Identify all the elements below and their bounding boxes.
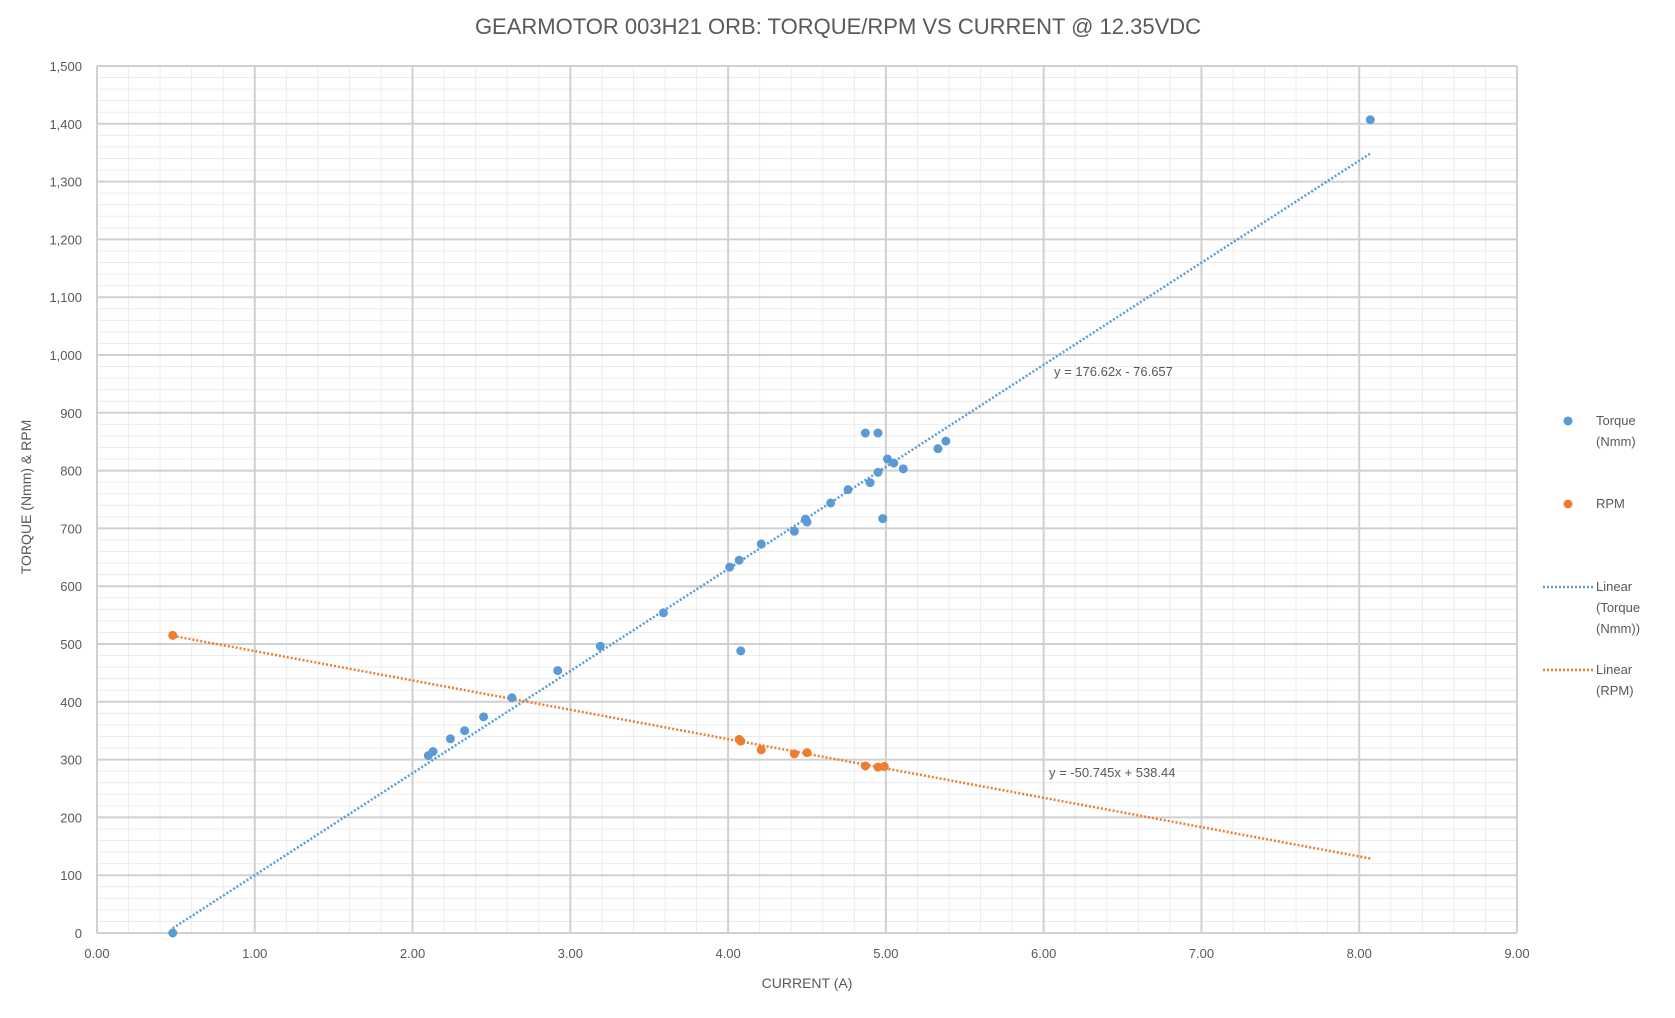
x-tick-label: 7.00 [1189,946,1214,961]
torque-point [725,562,735,572]
torque-point [736,646,746,656]
torque-point [595,641,605,651]
torque-point [843,485,853,495]
x-axis-title: CURRENT (A) [762,975,853,991]
rpm-point [802,748,812,758]
y-tick-label: 1,300 [49,175,82,190]
torque-point [734,555,744,565]
rpm-point [879,762,889,772]
legend-label: Linear (Torque (Nmm)) [1596,579,1640,636]
torque-point [460,726,470,736]
torque-point [889,458,899,468]
y-tick-label: 400 [60,695,82,710]
legend-item: RPM [1563,496,1625,511]
x-tick-label: 3.00 [558,946,583,961]
x-tick-label: 2.00 [400,946,425,961]
y-tick-label: 800 [60,464,82,479]
legend-label-line: (Nmm)) [1596,621,1640,636]
legend-marker [1563,416,1573,426]
data-points [168,115,1375,938]
torque-point [168,928,178,938]
y-tick-label: 500 [60,637,82,652]
x-tick-label: 0.00 [84,946,109,961]
legend: Torque (Nmm) RPM Linear (Torque (Nmm)) Linear (… [1543,413,1640,698]
rpm-point [756,745,766,755]
torque-point [873,428,883,438]
torque-point [860,428,870,438]
legend-label-line: (Nmm) [1596,434,1636,449]
legend-item: Linear (RPM) [1543,662,1634,698]
torque-point [507,693,517,703]
rpm-point [736,736,746,746]
legend-label-line: (Torque [1596,600,1640,615]
legend-label: Linear (RPM) [1596,662,1634,698]
torque-point [898,464,908,474]
y-tick-label: 600 [60,579,82,594]
torque-point [428,747,438,757]
torque-point [1365,115,1375,125]
y-tick-label: 100 [60,868,82,883]
x-tick-label: 8.00 [1347,946,1372,961]
legend-label-line: Torque [1596,413,1636,428]
legend-item: Torque (Nmm) [1563,413,1636,449]
x-tick-label: 1.00 [242,946,267,961]
legend-label: RPM [1596,496,1625,511]
trendlines [172,152,1371,930]
trendline-equations: y = 176.62x - 76.657 y = -50.745x + 538.4… [1049,364,1175,780]
torque-point [878,514,888,524]
torque-point [553,666,563,676]
x-tick-label: 9.00 [1504,946,1529,961]
x-tick-label: 5.00 [873,946,898,961]
torque-point [445,734,455,744]
legend-label: Torque (Nmm) [1596,413,1636,449]
y-tick-label: 1,000 [49,348,82,363]
legend-label-line: RPM [1596,496,1625,511]
y-tick-label: 900 [60,406,82,421]
y-axis-title: TORQUE (Nmm) & RPM [18,420,34,575]
legend-label-line: (RPM) [1596,683,1634,698]
y-tick-label: 200 [60,810,82,825]
legend-marker [1563,499,1573,509]
y-tick-label: 300 [60,753,82,768]
trendline-equation-rpm: y = -50.745x + 538.44 [1049,765,1175,780]
torque-point [756,539,766,549]
torque-point [933,444,943,454]
y-tick-label: 700 [60,521,82,536]
y-tick-label: 1,100 [49,290,82,305]
minor-gridlines [97,66,1517,933]
torque-point [658,608,668,618]
x-tick-label: 4.00 [715,946,740,961]
y-tick-label: 1,500 [49,59,82,74]
legend-label-line: Linear [1596,579,1633,594]
torque-point [802,517,812,527]
y-tick-label: 0 [75,926,82,941]
torque-point [873,467,883,477]
rpm-point [168,630,178,640]
rpm-point [789,749,799,759]
torque-point [941,436,951,446]
trendline-rpm [172,634,1371,860]
legend-item: Linear (Torque (Nmm)) [1543,579,1640,636]
torque-point [479,712,489,722]
torque-point [826,498,836,508]
y-axis-tick-labels: 0 100 200 300 400 500 600 700 800 900 1,000 1,100 1,… [49,59,82,941]
legend-label-line: Linear [1596,662,1633,677]
major-gridlines [96,65,1518,934]
y-tick-label: 1,400 [49,117,82,132]
chart-title: GEARMOTOR 003H21 ORB: TORQUE/RPM VS CURR… [475,14,1201,39]
trendline-torque [172,152,1371,930]
trendline-equation-torque: y = 176.62x - 76.657 [1054,364,1173,379]
torque-point [865,478,875,488]
rpm-point [860,761,870,771]
x-axis-tick-labels: 0.00 1.00 2.00 3.00 4.00 5.00 6.00 7.00 8.00 9.00 [84,946,1529,961]
torque-point [789,526,799,536]
x-tick-label: 6.00 [1031,946,1056,961]
y-tick-label: 1,200 [49,232,82,247]
